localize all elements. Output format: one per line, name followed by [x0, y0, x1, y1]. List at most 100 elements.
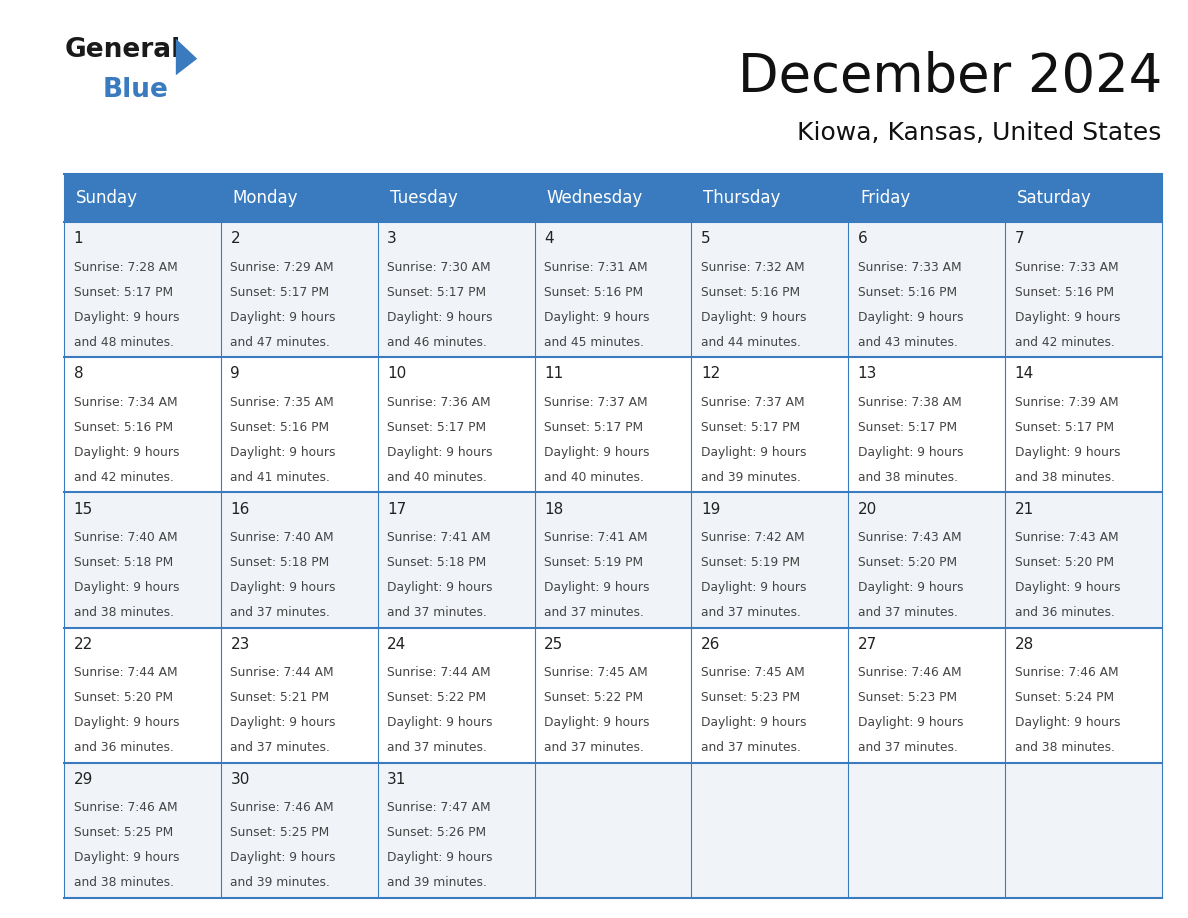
Text: Daylight: 9 hours: Daylight: 9 hours	[387, 716, 493, 729]
Text: 12: 12	[701, 366, 720, 382]
Text: Daylight: 9 hours: Daylight: 9 hours	[387, 581, 493, 594]
Text: December 2024: December 2024	[738, 50, 1162, 103]
Text: Daylight: 9 hours: Daylight: 9 hours	[701, 446, 807, 459]
Text: Sunset: 5:17 PM: Sunset: 5:17 PM	[858, 420, 956, 434]
Text: and 42 minutes.: and 42 minutes.	[74, 471, 173, 484]
Text: Sunrise: 7:34 AM: Sunrise: 7:34 AM	[74, 396, 177, 409]
Text: Sunrise: 7:40 AM: Sunrise: 7:40 AM	[230, 531, 334, 544]
Text: 17: 17	[387, 501, 406, 517]
Text: Sunrise: 7:46 AM: Sunrise: 7:46 AM	[1015, 666, 1118, 679]
Text: Sunrise: 7:41 AM: Sunrise: 7:41 AM	[387, 531, 491, 544]
Text: Daylight: 9 hours: Daylight: 9 hours	[230, 446, 336, 459]
Bar	[64, 628, 1162, 763]
Text: Daylight: 9 hours: Daylight: 9 hours	[858, 310, 963, 324]
Text: Sunday: Sunday	[76, 189, 138, 207]
Text: and 37 minutes.: and 37 minutes.	[701, 606, 801, 619]
Text: and 38 minutes.: and 38 minutes.	[858, 471, 958, 484]
Text: Sunset: 5:16 PM: Sunset: 5:16 PM	[230, 420, 329, 434]
Text: Daylight: 9 hours: Daylight: 9 hours	[701, 581, 807, 594]
Text: Sunrise: 7:33 AM: Sunrise: 7:33 AM	[1015, 261, 1118, 274]
Text: Sunrise: 7:44 AM: Sunrise: 7:44 AM	[387, 666, 491, 679]
Text: and 37 minutes.: and 37 minutes.	[387, 606, 487, 619]
Text: Sunset: 5:17 PM: Sunset: 5:17 PM	[74, 285, 172, 298]
Text: Sunset: 5:22 PM: Sunset: 5:22 PM	[544, 691, 643, 704]
Text: Tuesday: Tuesday	[390, 189, 457, 207]
Text: Sunrise: 7:43 AM: Sunrise: 7:43 AM	[858, 531, 961, 544]
Text: Sunset: 5:20 PM: Sunset: 5:20 PM	[74, 691, 172, 704]
Text: Sunset: 5:17 PM: Sunset: 5:17 PM	[230, 285, 329, 298]
Text: 2: 2	[230, 231, 240, 246]
Text: Sunrise: 7:39 AM: Sunrise: 7:39 AM	[1015, 396, 1118, 409]
Text: Daylight: 9 hours: Daylight: 9 hours	[74, 716, 179, 729]
Text: Sunrise: 7:41 AM: Sunrise: 7:41 AM	[544, 531, 647, 544]
Text: Sunrise: 7:37 AM: Sunrise: 7:37 AM	[701, 396, 804, 409]
Text: and 45 minutes.: and 45 minutes.	[544, 336, 644, 349]
Text: Sunset: 5:19 PM: Sunset: 5:19 PM	[544, 556, 643, 569]
Text: Daylight: 9 hours: Daylight: 9 hours	[230, 581, 336, 594]
Text: and 36 minutes.: and 36 minutes.	[1015, 606, 1114, 619]
Text: 5: 5	[701, 231, 710, 246]
Text: Daylight: 9 hours: Daylight: 9 hours	[701, 716, 807, 729]
Text: and 43 minutes.: and 43 minutes.	[858, 336, 958, 349]
Text: Sunset: 5:17 PM: Sunset: 5:17 PM	[387, 285, 486, 298]
Text: Sunset: 5:20 PM: Sunset: 5:20 PM	[1015, 556, 1113, 569]
Text: Sunrise: 7:38 AM: Sunrise: 7:38 AM	[858, 396, 961, 409]
Polygon shape	[176, 39, 197, 75]
Text: 8: 8	[74, 366, 83, 382]
Text: Sunrise: 7:44 AM: Sunrise: 7:44 AM	[230, 666, 334, 679]
Text: Daylight: 9 hours: Daylight: 9 hours	[230, 851, 336, 864]
Text: 24: 24	[387, 637, 406, 652]
Text: 30: 30	[230, 772, 249, 787]
Text: Sunrise: 7:42 AM: Sunrise: 7:42 AM	[701, 531, 804, 544]
Text: Daylight: 9 hours: Daylight: 9 hours	[387, 446, 493, 459]
Text: Daylight: 9 hours: Daylight: 9 hours	[701, 310, 807, 324]
Text: 11: 11	[544, 366, 563, 382]
Text: and 48 minutes.: and 48 minutes.	[74, 336, 173, 349]
Text: 23: 23	[230, 637, 249, 652]
Text: 10: 10	[387, 366, 406, 382]
Text: Wednesday: Wednesday	[546, 189, 643, 207]
Text: and 40 minutes.: and 40 minutes.	[387, 471, 487, 484]
Text: Blue: Blue	[102, 77, 168, 103]
Text: 29: 29	[74, 772, 93, 787]
Text: Daylight: 9 hours: Daylight: 9 hours	[74, 851, 179, 864]
Text: Saturday: Saturday	[1017, 189, 1092, 207]
Text: Sunset: 5:18 PM: Sunset: 5:18 PM	[230, 556, 330, 569]
Text: Kiowa, Kansas, United States: Kiowa, Kansas, United States	[797, 121, 1162, 145]
Text: Monday: Monday	[233, 189, 298, 207]
Text: and 39 minutes.: and 39 minutes.	[387, 876, 487, 890]
Text: Daylight: 9 hours: Daylight: 9 hours	[544, 581, 650, 594]
Text: Daylight: 9 hours: Daylight: 9 hours	[544, 446, 650, 459]
Text: Sunrise: 7:29 AM: Sunrise: 7:29 AM	[230, 261, 334, 274]
Text: and 36 minutes.: and 36 minutes.	[74, 741, 173, 754]
Text: and 37 minutes.: and 37 minutes.	[387, 741, 487, 754]
Text: and 41 minutes.: and 41 minutes.	[230, 471, 330, 484]
Text: Daylight: 9 hours: Daylight: 9 hours	[858, 581, 963, 594]
Text: Daylight: 9 hours: Daylight: 9 hours	[74, 310, 179, 324]
Text: Sunset: 5:17 PM: Sunset: 5:17 PM	[387, 420, 486, 434]
Text: Sunrise: 7:46 AM: Sunrise: 7:46 AM	[230, 801, 334, 814]
Text: and 37 minutes.: and 37 minutes.	[544, 741, 644, 754]
Text: 22: 22	[74, 637, 93, 652]
Text: Daylight: 9 hours: Daylight: 9 hours	[858, 716, 963, 729]
Text: 26: 26	[701, 637, 720, 652]
Text: and 37 minutes.: and 37 minutes.	[858, 606, 958, 619]
Bar	[64, 763, 1162, 898]
Text: Sunset: 5:18 PM: Sunset: 5:18 PM	[74, 556, 173, 569]
Text: and 37 minutes.: and 37 minutes.	[858, 741, 958, 754]
Text: Daylight: 9 hours: Daylight: 9 hours	[858, 446, 963, 459]
Text: Daylight: 9 hours: Daylight: 9 hours	[544, 310, 650, 324]
Text: Daylight: 9 hours: Daylight: 9 hours	[1015, 716, 1120, 729]
Text: Sunset: 5:16 PM: Sunset: 5:16 PM	[74, 420, 172, 434]
Text: and 40 minutes.: and 40 minutes.	[544, 471, 644, 484]
Text: and 44 minutes.: and 44 minutes.	[701, 336, 801, 349]
Text: 28: 28	[1015, 637, 1034, 652]
Text: Sunrise: 7:45 AM: Sunrise: 7:45 AM	[544, 666, 647, 679]
Text: 7: 7	[1015, 231, 1024, 246]
Text: Sunrise: 7:46 AM: Sunrise: 7:46 AM	[74, 801, 177, 814]
Text: and 38 minutes.: and 38 minutes.	[74, 606, 173, 619]
Text: 19: 19	[701, 501, 720, 517]
Text: and 39 minutes.: and 39 minutes.	[230, 876, 330, 890]
Text: Sunset: 5:17 PM: Sunset: 5:17 PM	[544, 420, 643, 434]
Text: Sunrise: 7:33 AM: Sunrise: 7:33 AM	[858, 261, 961, 274]
